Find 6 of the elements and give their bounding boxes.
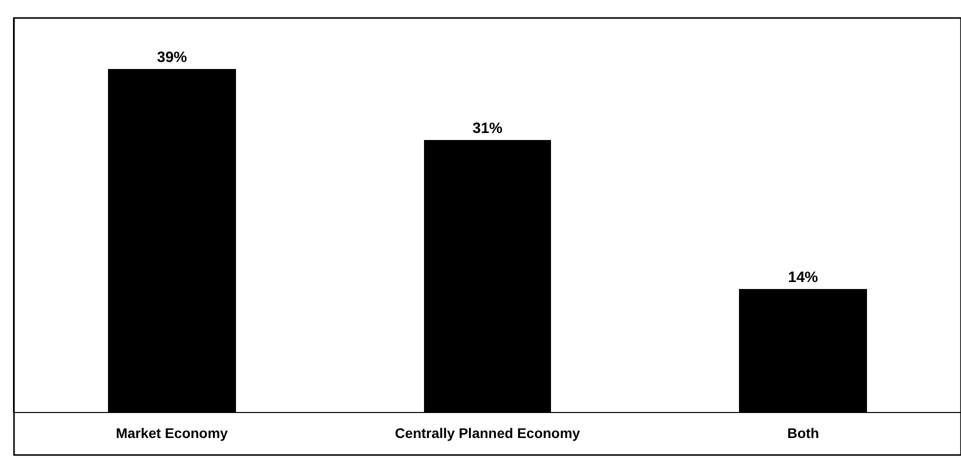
data-label: 39% [156,49,188,66]
x-tick-label: Both [787,424,820,441]
data-label: 31% [472,120,503,137]
data-label: 14% [788,269,818,286]
x-tick-label: Market Economy [116,424,228,441]
x-tick-label: Centrally Planned Economy [394,424,580,441]
